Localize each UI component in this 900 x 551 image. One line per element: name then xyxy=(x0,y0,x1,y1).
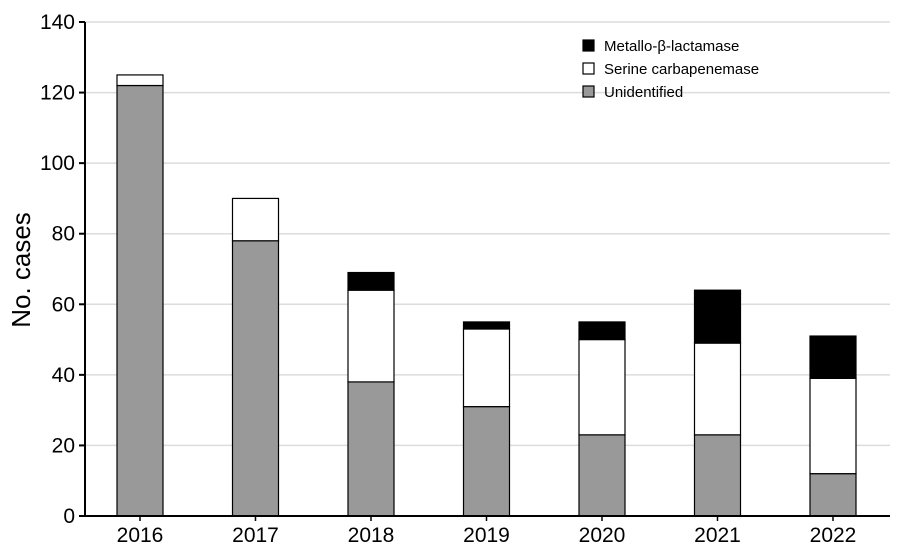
x-tick-label-2020: 2020 xyxy=(579,524,626,547)
x-tick-label-2019: 2019 xyxy=(463,524,510,547)
y-tick-label-140: 140 xyxy=(40,11,75,34)
y-tick-label-100: 100 xyxy=(40,152,75,175)
bar-2019-serine-carbapenemase xyxy=(462,328,511,408)
x-tick-label-2017: 2017 xyxy=(232,524,279,547)
bar-2017-serine-carbapenemase xyxy=(231,197,280,242)
x-tick-label-2016: 2016 xyxy=(117,524,164,547)
x-tick-label-2021: 2021 xyxy=(694,524,741,547)
bar-2020-metallo-lactamase xyxy=(578,321,626,341)
y-axis-label: No. cases xyxy=(6,212,36,328)
legend-label-metallo-lactamase: Metallo-β-lactamase xyxy=(604,38,739,55)
bar-2018-serine-carbapenemase xyxy=(347,289,395,383)
bar-2019-metallo-lactamase xyxy=(462,321,511,330)
bar-2019-unidentified xyxy=(462,406,511,517)
legend-label-unidentified: Unidentified xyxy=(604,84,683,101)
y-tick-label-80: 80 xyxy=(52,223,75,246)
legend-swatch-serine-carbapenemase xyxy=(582,62,595,75)
x-tick-label-2018: 2018 xyxy=(348,524,395,547)
bar-2018-unidentified xyxy=(347,381,395,517)
y-tick-label-40: 40 xyxy=(52,364,75,387)
y-tick-label-0: 0 xyxy=(63,505,75,528)
legend-swatch-metallo-lactamase xyxy=(582,39,595,52)
bar-2018-metallo-lactamase xyxy=(347,271,395,291)
bar-2020-unidentified xyxy=(578,434,626,517)
y-tick-label-60: 60 xyxy=(52,293,75,316)
bar-2022-unidentified xyxy=(809,473,857,517)
y-tick-label-20: 20 xyxy=(52,434,75,457)
x-tick-label-2022: 2022 xyxy=(810,524,857,547)
legend-label-serine-carbapenemase: Serine carbapenemase xyxy=(604,61,759,78)
bar-2021-metallo-lactamase xyxy=(693,289,742,344)
bar-2017-unidentified xyxy=(231,240,280,517)
bar-2020-serine-carbapenemase xyxy=(578,338,626,436)
y-tick-label-120: 120 xyxy=(40,82,75,105)
legend-swatch-unidentified xyxy=(582,85,595,98)
legend: Metallo-β-lactamase Serine carbapenemase U… xyxy=(582,38,759,101)
axes xyxy=(84,22,890,517)
bars xyxy=(116,74,857,517)
bar-2022-serine-carbapenemase xyxy=(809,377,857,475)
bar-2021-unidentified xyxy=(693,434,742,517)
bar-2016-serine-carbapenemase xyxy=(116,74,164,87)
bar-2021-serine-carbapenemase xyxy=(693,342,742,436)
x-ticks: 2016 2017 2018 2019 2020 2021 2022 xyxy=(117,516,857,547)
bar-2016-unidentified xyxy=(116,84,164,517)
y-ticks: 0 20 40 60 80 100 120 140 xyxy=(40,11,85,528)
bar-2022-metallo-lactamase xyxy=(809,335,857,379)
